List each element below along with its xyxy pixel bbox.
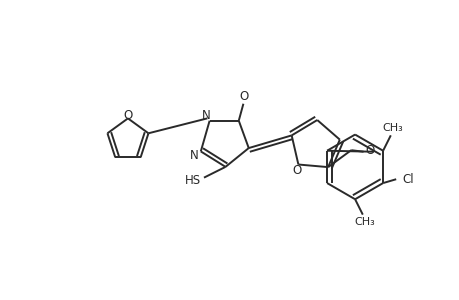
Text: O: O (239, 90, 248, 103)
Text: N: N (202, 109, 211, 122)
Text: HS: HS (185, 174, 201, 187)
Text: CH₃: CH₃ (381, 123, 402, 134)
Text: O: O (364, 145, 374, 158)
Text: N: N (190, 149, 199, 162)
Text: CH₃: CH₃ (353, 217, 374, 226)
Text: O: O (123, 109, 132, 122)
Text: O: O (291, 164, 301, 177)
Text: Cl: Cl (401, 173, 413, 186)
